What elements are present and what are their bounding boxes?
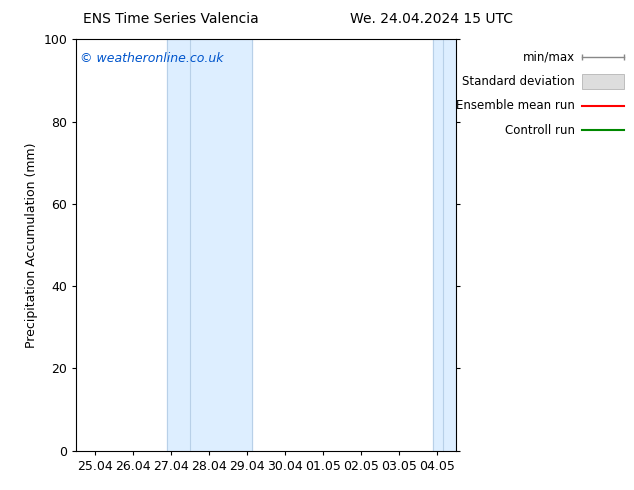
Text: min/max: min/max [523, 50, 575, 63]
Text: We. 24.04.2024 15 UTC: We. 24.04.2024 15 UTC [349, 12, 513, 26]
Bar [433, 39, 456, 451]
Text: © weatheronline.co.uk: © weatheronline.co.uk [80, 51, 223, 65]
Text: Controll run: Controll run [505, 124, 575, 137]
Text: ENS Time Series Valencia: ENS Time Series Valencia [83, 12, 259, 26]
FancyBboxPatch shape [581, 74, 624, 89]
Text: Standard deviation: Standard deviation [462, 75, 575, 88]
Text: Ensemble mean run: Ensemble mean run [456, 99, 575, 112]
Bar [167, 39, 252, 451]
Y-axis label: Precipitation Accumulation (mm): Precipitation Accumulation (mm) [25, 142, 37, 348]
